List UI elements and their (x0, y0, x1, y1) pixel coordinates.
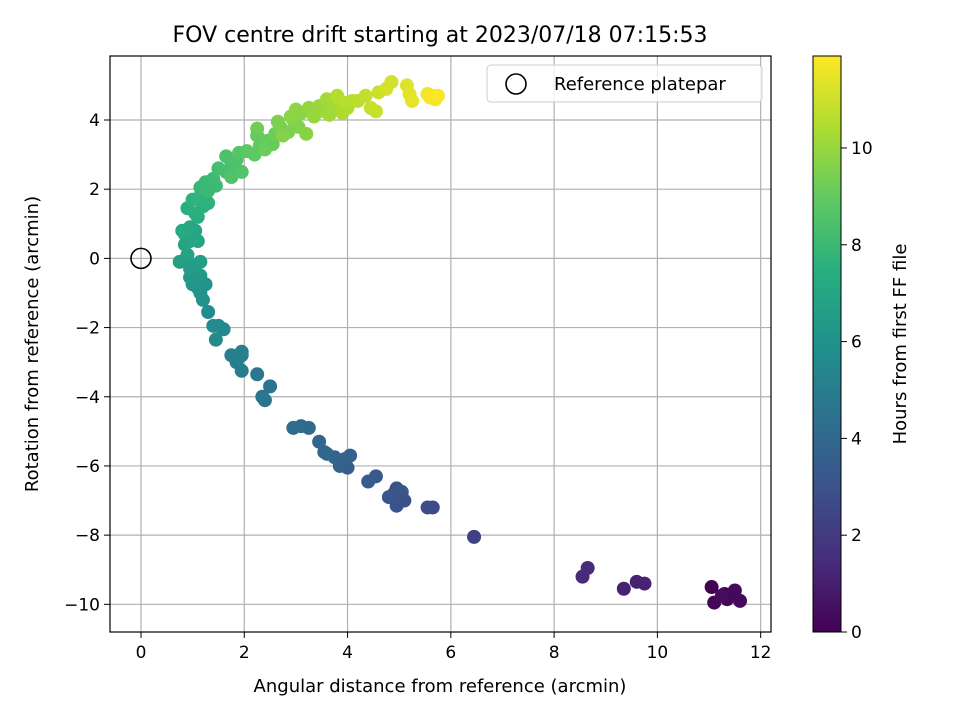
data-point (319, 446, 334, 461)
colorbar-tick-label: 8 (851, 236, 862, 256)
data-point (250, 367, 265, 382)
x-tick-label: 8 (549, 643, 560, 663)
legend-box (486, 64, 763, 103)
colorbar: 0 2 4 6 8 10 Hours from first FF file (812, 55, 911, 643)
data-point (288, 102, 303, 117)
data-point (430, 88, 445, 103)
colorbar-label: Hours from first FF file (890, 244, 911, 445)
x-tick-label: 4 (342, 643, 353, 663)
data-point (257, 142, 272, 157)
grid-lines (110, 56, 771, 632)
y-tick-label: −4 (75, 388, 100, 408)
reference-platepar-marker (130, 247, 152, 270)
data-point (270, 114, 285, 129)
y-tick-label: −8 (75, 526, 100, 546)
y-tick-label: 2 (89, 180, 100, 200)
data-point (257, 393, 272, 408)
colorbar-tick-label: 10 (851, 139, 873, 159)
y-tick-label: −6 (75, 457, 100, 477)
x-axis-label: Angular distance from reference (arcmin) (254, 676, 627, 697)
y-tick-label: 0 (89, 249, 100, 269)
data-point (405, 93, 420, 108)
x-tick-label: 6 (445, 643, 456, 663)
legend-label-reference: Reference platepar (554, 74, 726, 95)
data-point (361, 474, 376, 489)
data-point (733, 593, 748, 608)
data-point (193, 268, 208, 283)
x-tick-label: 12 (750, 643, 772, 663)
data-point (368, 104, 383, 119)
colorbar-tick-label: 0 (851, 623, 862, 643)
plot-frame (109, 55, 772, 633)
data-points (172, 74, 748, 610)
data-point (580, 561, 595, 575)
data-point (206, 318, 221, 333)
data-point (193, 254, 208, 269)
data-point (358, 88, 373, 103)
data-point (616, 581, 631, 596)
data-point (714, 588, 729, 603)
x-tick-label: 10 (647, 643, 669, 663)
y-tick-label: −2 (75, 319, 100, 339)
y-axis-ticks: −10 −8 −6 −4 −2 0 2 4 (64, 111, 110, 615)
y-tick-label: −10 (64, 595, 100, 615)
legend: Reference platepar (486, 64, 763, 103)
data-point (727, 583, 742, 598)
colorbar-ticks: 0 2 4 6 8 10 (841, 139, 873, 643)
x-tick-label: 0 (136, 643, 147, 663)
data-point (208, 332, 223, 347)
data-point (343, 448, 358, 463)
data-point (704, 580, 719, 595)
chart-title: FOV centre drift starting at 2023/07/18 … (173, 23, 708, 48)
data-point (299, 126, 314, 141)
data-point (224, 170, 239, 185)
y-tick-label: 4 (89, 111, 100, 131)
data-point (379, 81, 394, 96)
data-point (234, 164, 249, 179)
data-point (306, 109, 321, 124)
data-point (637, 576, 652, 591)
reference-marker (130, 247, 152, 270)
data-point (394, 484, 409, 499)
data-point (286, 420, 301, 435)
data-point (312, 434, 327, 449)
data-point (206, 171, 221, 186)
colorbar-gradient (812, 55, 842, 633)
x-axis-ticks: 0 2 4 6 8 10 12 (136, 632, 772, 663)
data-point (420, 500, 435, 515)
data-point (381, 490, 396, 505)
data-point (263, 379, 278, 394)
data-point (467, 529, 482, 544)
colorbar-tick-label: 6 (851, 333, 862, 353)
data-point (250, 121, 265, 136)
y-axis-label: Rotation from reference (arcmin) (22, 196, 43, 492)
data-point (275, 128, 290, 143)
data-point (234, 344, 249, 359)
data-point (175, 223, 190, 238)
data-point (337, 95, 352, 110)
legend-marker-reference (505, 73, 527, 95)
colorbar-tick-label: 4 (851, 429, 862, 449)
data-point (201, 305, 216, 319)
colorbar-tick-label: 2 (851, 526, 862, 546)
x-tick-label: 2 (239, 643, 250, 663)
